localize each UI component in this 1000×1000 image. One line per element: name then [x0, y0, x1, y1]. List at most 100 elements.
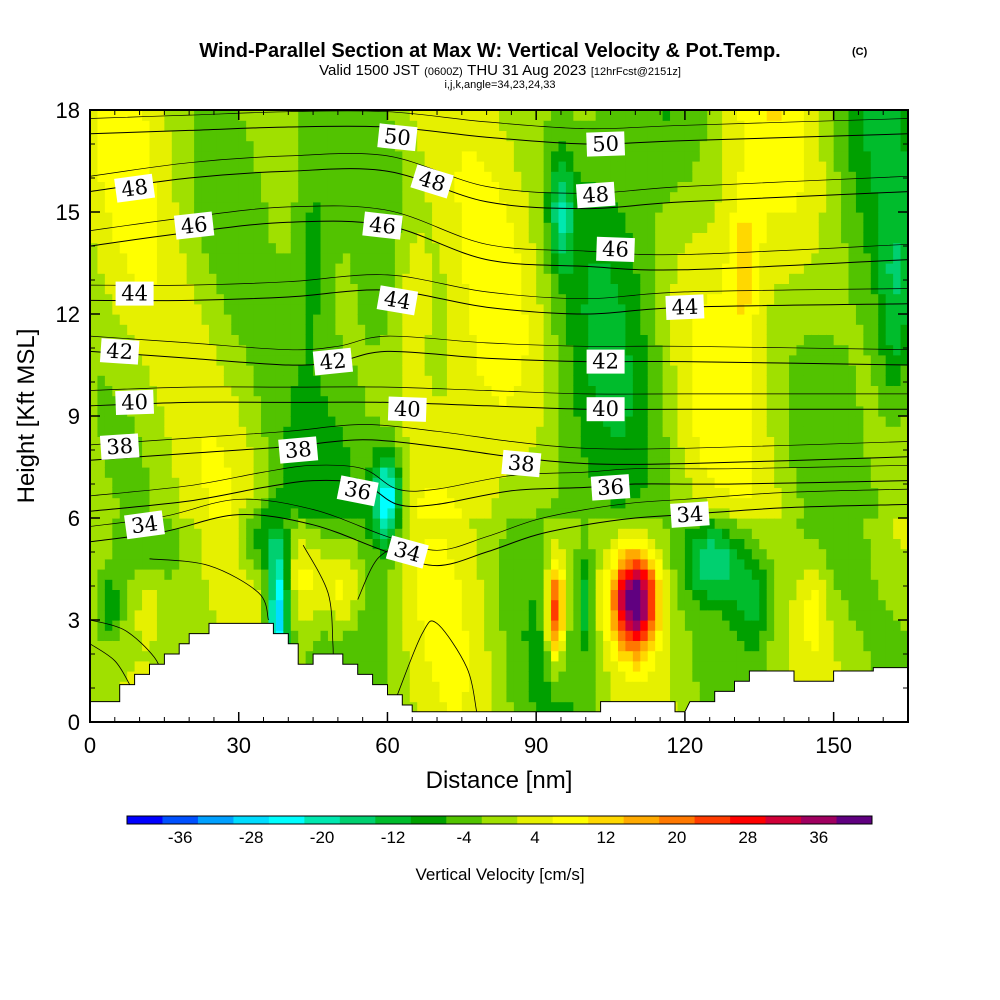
velocity-cell: [90, 416, 99, 427]
velocity-cell: [551, 334, 560, 346]
velocity-cell: [699, 201, 708, 213]
velocity-cell: [506, 650, 515, 662]
velocity-cell: [246, 252, 255, 264]
velocity-cell: [253, 538, 262, 550]
velocity-cell: [149, 334, 158, 346]
velocity-cell: [558, 161, 567, 172]
velocity-cell: [104, 609, 113, 621]
velocity-cell: [342, 385, 351, 397]
velocity-cell: [610, 436, 619, 448]
velocity-cell: [617, 446, 627, 458]
velocity-cell: [179, 130, 188, 142]
velocity-cell: [394, 620, 403, 631]
velocity-cell: [513, 436, 522, 448]
velocity-cell: [439, 110, 448, 121]
velocity-cell: [632, 212, 641, 223]
velocity-cell: [439, 579, 448, 590]
velocity-cell: [298, 303, 307, 315]
velocity-cell: [439, 375, 448, 386]
velocity-cell: [409, 701, 418, 713]
velocity-cell: [617, 436, 627, 448]
velocity-cell: [409, 252, 418, 264]
velocity-cell: [387, 518, 396, 529]
velocity-cell: [677, 191, 686, 203]
velocity-cell: [127, 630, 136, 641]
velocity-cell: [513, 426, 522, 437]
velocity-cell: [231, 252, 240, 264]
velocity-cell: [417, 232, 426, 244]
velocity-cell: [320, 416, 329, 427]
velocity-cell: [439, 283, 448, 295]
velocity-cell: [565, 120, 574, 131]
velocity-cell: [261, 436, 270, 448]
velocity-cell: [246, 405, 255, 417]
velocity-cell: [97, 283, 106, 295]
velocity-cell: [647, 232, 656, 244]
velocity-cell: [231, 181, 240, 193]
velocity-cell: [380, 528, 389, 539]
velocity-cell: [677, 538, 686, 550]
velocity-cell: [327, 569, 336, 580]
velocity-cell: [290, 548, 299, 560]
velocity-cell: [461, 456, 470, 468]
velocity-cell: [142, 150, 151, 162]
velocity-cell: [238, 569, 247, 580]
velocity-cell: [223, 579, 232, 590]
velocity-cell: [677, 650, 686, 662]
velocity-cell: [305, 528, 314, 539]
velocity-cell: [469, 609, 478, 621]
velocity-cell: [327, 426, 336, 437]
velocity-cell: [104, 314, 113, 325]
velocity-cell: [543, 416, 552, 427]
velocity-cell: [513, 640, 522, 652]
velocity-cell: [253, 405, 262, 417]
velocity-cell: [625, 201, 634, 213]
velocity-cell: [97, 507, 106, 519]
velocity-cell: [662, 558, 671, 570]
velocity-cell: [617, 630, 627, 641]
velocity-cell: [238, 385, 247, 397]
velocity-cell: [565, 293, 574, 305]
velocity-cell: [595, 528, 604, 539]
velocity-cell: [461, 671, 470, 682]
velocity-cell: [610, 150, 619, 162]
velocity-cell: [595, 518, 604, 529]
velocity-cell: [662, 640, 671, 652]
velocity-cell: [588, 701, 597, 713]
velocity-cell: [268, 171, 277, 182]
velocity-cell: [610, 538, 619, 550]
velocity-cell: [558, 691, 567, 703]
velocity-cell: [655, 263, 664, 274]
velocity-cell: [647, 283, 656, 295]
velocity-cell: [305, 599, 314, 611]
velocity-cell: [372, 232, 381, 244]
velocity-cell: [417, 701, 426, 713]
velocity-cell: [350, 161, 359, 172]
velocity-cell: [662, 416, 671, 427]
velocity-cell: [484, 456, 493, 468]
velocity-cell: [186, 303, 195, 315]
velocity-cell: [610, 681, 619, 692]
velocity-cell: [424, 528, 433, 539]
velocity-cell: [692, 569, 701, 580]
velocity-cell: [261, 528, 270, 539]
velocity-cell: [580, 416, 589, 427]
velocity-cell: [528, 538, 537, 550]
velocity-cell: [350, 426, 359, 437]
velocity-cell: [112, 303, 121, 315]
velocity-cell: [342, 650, 351, 662]
velocity-cell: [469, 426, 478, 437]
velocity-cell: [580, 548, 589, 560]
velocity-cell: [387, 671, 396, 682]
velocity-cell: [699, 446, 708, 458]
velocity-cell: [275, 375, 284, 386]
velocity-cell: [313, 232, 322, 244]
velocity-cell: [283, 599, 292, 611]
velocity-cell: [387, 314, 396, 325]
velocity-cell: [409, 222, 418, 233]
velocity-cell: [171, 150, 180, 162]
velocity-cell: [134, 620, 143, 631]
velocity-cell: [283, 385, 292, 397]
velocity-cell: [588, 436, 597, 448]
velocity-cell: [179, 120, 188, 131]
